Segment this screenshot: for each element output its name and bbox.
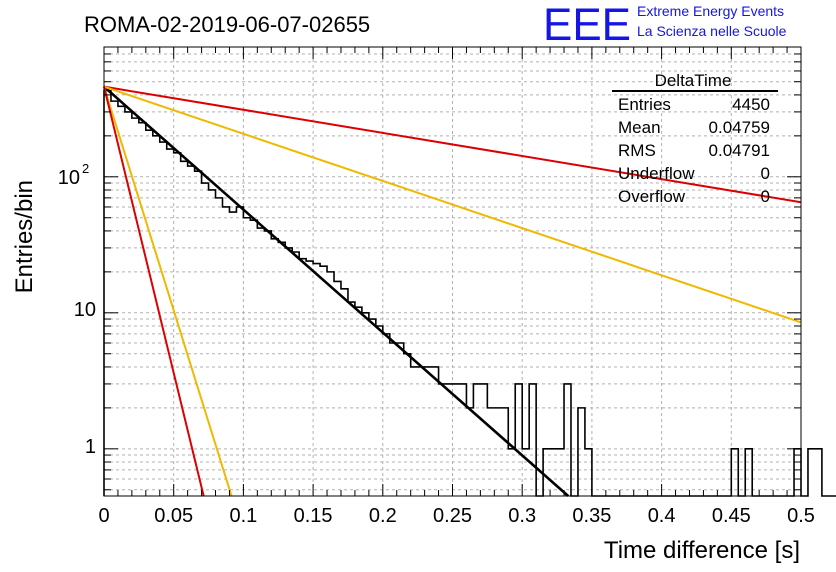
run-title: ROMA-02-2019-06-07-02655 <box>84 12 370 37</box>
y-tick-label-100-exponent: 2 <box>82 161 89 176</box>
project-subtitle: La Scienza nelle Scuole <box>637 23 787 39</box>
y-tick-label-100-base: 10 <box>58 167 80 189</box>
stats-label: RMS <box>618 141 656 160</box>
curve-fit <box>103 85 570 497</box>
stats-value: 0.04791 <box>709 141 770 160</box>
y-tick-label-1: 1 <box>85 436 96 458</box>
x-tick-label: 0.35 <box>572 505 611 527</box>
stats-box: DeltaTime Entries 4450 Mean 0.04759 RMS … <box>612 71 778 206</box>
stats-value: 4450 <box>732 95 770 114</box>
curve-yellow-slow <box>103 85 802 324</box>
stats-label: Underflow <box>618 164 695 183</box>
x-tick-label: 0.4 <box>648 505 676 527</box>
x-tick-label: 0.45 <box>712 505 751 527</box>
stats-title: DeltaTime <box>655 71 732 90</box>
x-tick-label: 0.05 <box>154 505 193 527</box>
curves <box>103 85 802 497</box>
stats-value: 0 <box>761 164 770 183</box>
y-tick-label-10: 10 <box>74 299 96 321</box>
x-tick-labels: 0 0.05 0.1 0.15 0.2 0.25 0.3 0.35 0.4 0.45 0.5 <box>98 505 814 527</box>
x-tick-label: 0.2 <box>369 505 397 527</box>
x-tick-label: 0.15 <box>294 505 333 527</box>
curve-red-slow <box>103 85 802 204</box>
eee-logo: EEE <box>543 0 631 50</box>
x-tick-label: 0 <box>98 505 109 527</box>
axis-ticks <box>103 46 802 496</box>
grid <box>104 46 801 496</box>
curve-yellow-fast <box>103 86 233 497</box>
x-tick-label: 0.25 <box>433 505 472 527</box>
curve-red-fast <box>103 86 205 497</box>
x-tick-label: 0.5 <box>787 505 815 527</box>
project-name: Extreme Energy Events <box>637 3 784 19</box>
stats-value: 0 <box>761 187 770 206</box>
stats-label: Overflow <box>618 187 686 206</box>
x-tick-label: 0.1 <box>229 505 257 527</box>
stats-label: Entries <box>618 95 671 114</box>
stats-label: Mean <box>618 118 661 137</box>
y-axis-title: Entries/bin <box>11 180 38 293</box>
stats-value: 0.04759 <box>709 118 770 137</box>
x-axis-title: Time difference [s] <box>604 537 800 564</box>
x-tick-label: 0.3 <box>508 505 536 527</box>
